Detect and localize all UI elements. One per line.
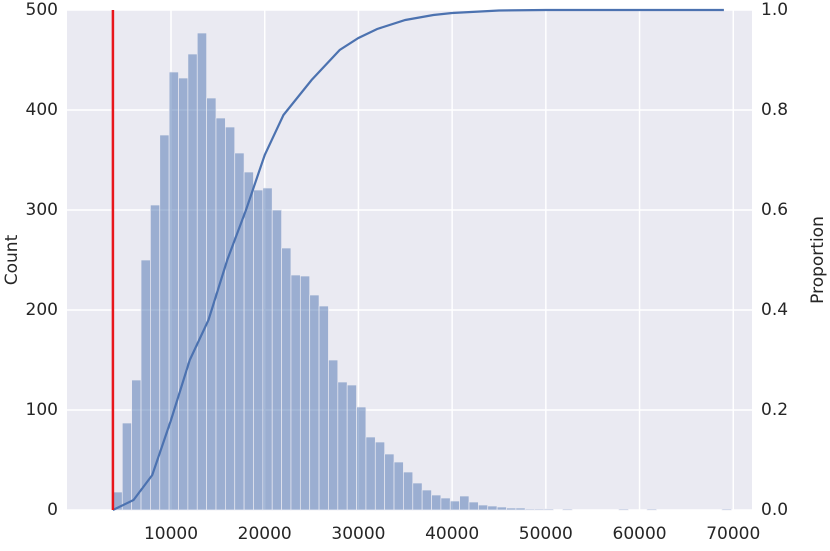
bar (140, 259, 151, 511)
bar (459, 495, 470, 511)
x-tick-label: 30000 (331, 524, 385, 544)
bar (524, 508, 535, 511)
y-tick-label: 100 (26, 400, 58, 420)
y2-tick-label: 0.8 (761, 100, 788, 120)
y2-tick-label: 1.0 (761, 0, 788, 20)
y-tick-label: 0 (47, 500, 58, 520)
bar (403, 471, 414, 511)
bar (328, 359, 339, 511)
x-tick-label: 60000 (613, 524, 667, 544)
bar (178, 77, 189, 511)
bar (337, 381, 348, 511)
bar (468, 501, 479, 511)
x-tick-label: 20000 (238, 524, 292, 544)
bar (290, 274, 301, 511)
y-axis-label: Count (2, 234, 22, 285)
bar (281, 247, 292, 511)
bar (393, 461, 404, 511)
bar (356, 406, 367, 511)
bar (440, 497, 451, 511)
x-tick-label: 70000 (706, 524, 760, 544)
bar (534, 508, 545, 511)
bar (374, 441, 386, 511)
bar (121, 422, 133, 511)
y2-tick-label: 0.6 (761, 200, 788, 220)
bar (318, 305, 329, 511)
x-tick-label: 10000 (144, 524, 198, 544)
bar (271, 209, 282, 511)
bar (412, 482, 423, 511)
bar (299, 275, 311, 511)
bar (646, 508, 657, 511)
bar (506, 507, 517, 511)
bar (346, 384, 357, 511)
bar (543, 508, 554, 511)
bar (431, 494, 442, 511)
bar (721, 508, 732, 511)
bar (309, 294, 320, 511)
y-tick-label: 400 (26, 100, 58, 120)
bar (187, 53, 198, 511)
bar (168, 71, 179, 511)
y2-tick-label: 0.0 (761, 500, 788, 520)
y2-tick-label: 0.2 (761, 400, 788, 420)
bar (449, 500, 460, 511)
bar (243, 171, 254, 511)
y2-tick-label: 0.4 (761, 300, 788, 320)
bar (196, 32, 207, 511)
y-tick-label: 200 (26, 300, 58, 320)
bar (262, 187, 273, 511)
bar (562, 508, 573, 511)
bar (515, 507, 526, 511)
y-tick-label: 500 (26, 0, 58, 20)
bar (384, 453, 395, 511)
y2-axis-label: Proportion (808, 216, 828, 304)
bar (496, 506, 507, 511)
bar (421, 489, 432, 511)
bar (215, 117, 226, 511)
ecdf-line (112, 8, 724, 511)
bar (487, 505, 498, 511)
y-tick-label: 300 (26, 200, 58, 220)
bar (234, 152, 245, 511)
bar (225, 126, 236, 511)
bar (365, 436, 376, 511)
bar (478, 504, 489, 511)
x-tick-label: 40000 (425, 524, 479, 544)
bar (159, 134, 170, 511)
bar (618, 508, 629, 511)
x-tick-label: 50000 (519, 524, 573, 544)
bar (253, 189, 264, 511)
